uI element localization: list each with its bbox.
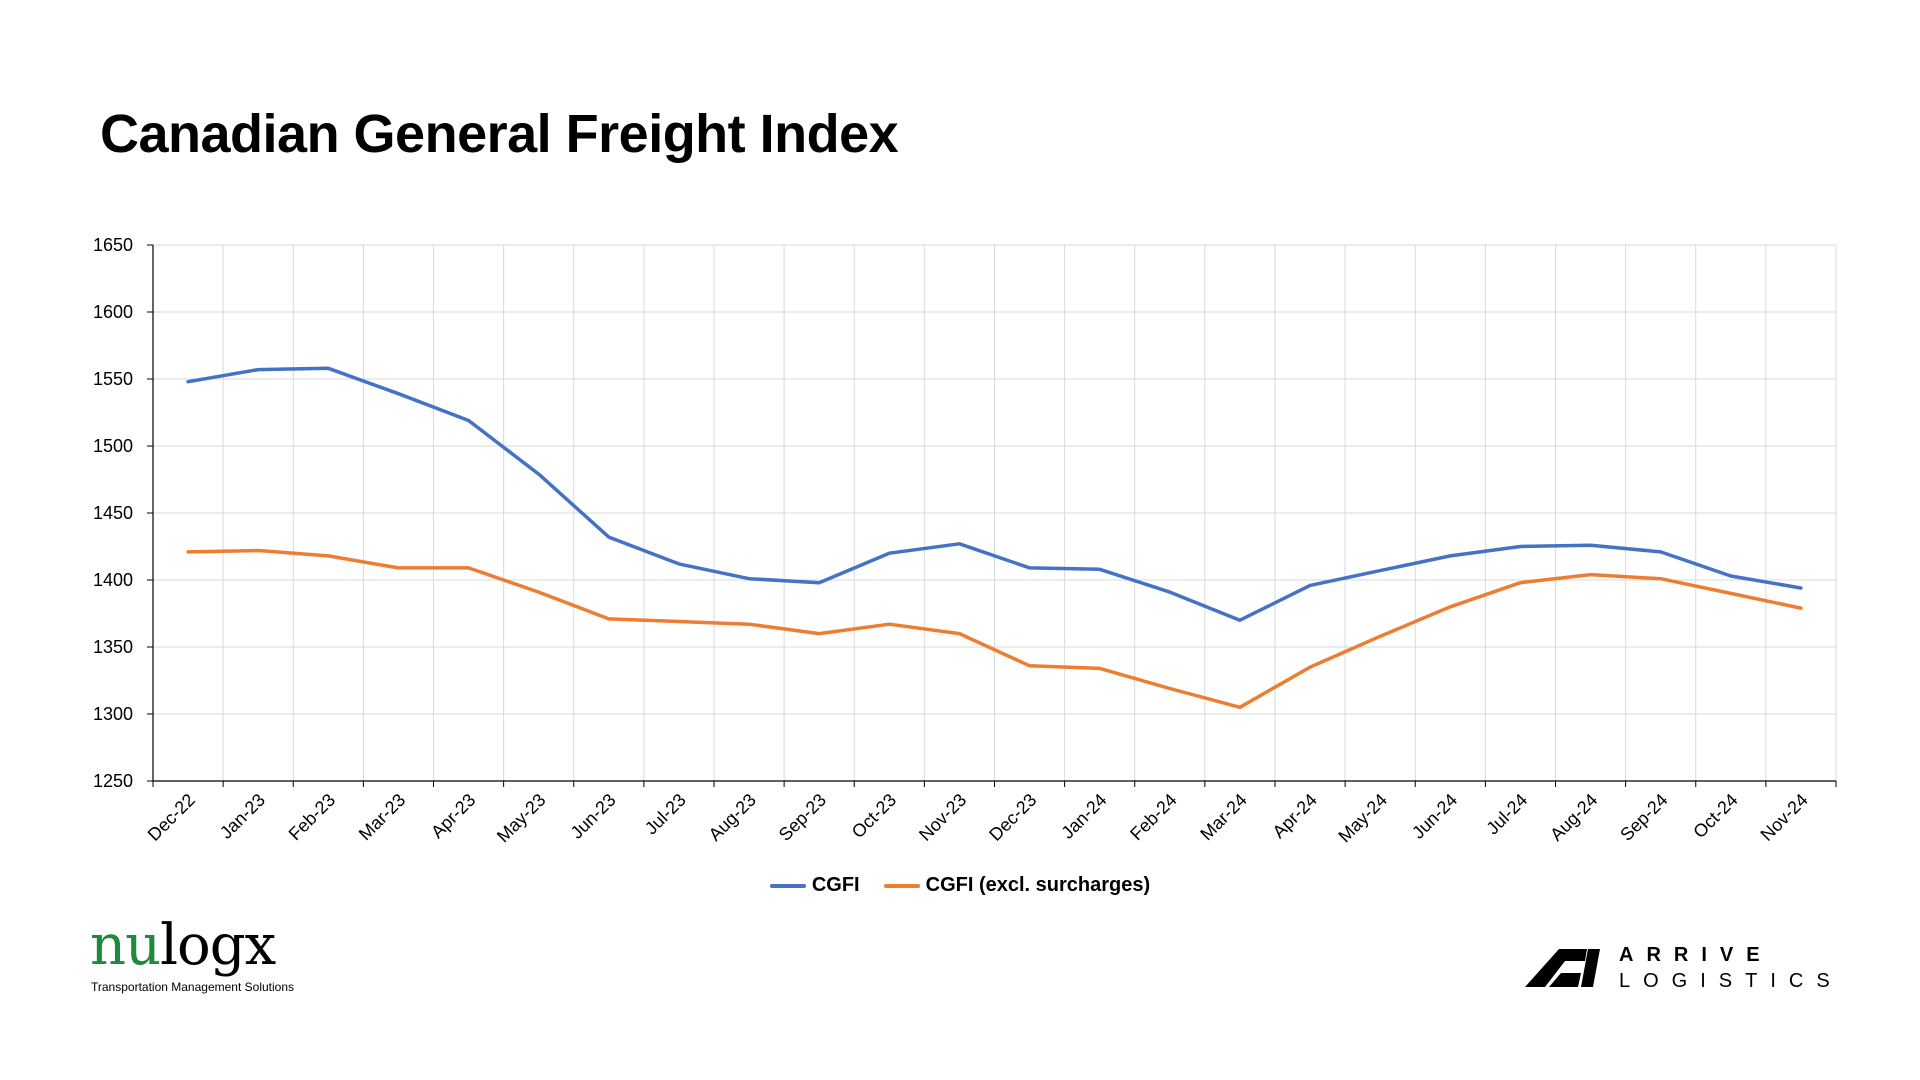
x-tick-label: Apr-23 bbox=[427, 790, 479, 842]
legend-item-cgfi-excl: CGFI (excl. surcharges) bbox=[883, 874, 1151, 897]
y-tick-label: 1650 bbox=[93, 235, 133, 255]
y-tick-label: 1250 bbox=[93, 771, 133, 791]
y-tick-label: 1600 bbox=[93, 302, 133, 322]
legend-swatch-cgfi-excl bbox=[883, 883, 920, 888]
y-tick-label: 1450 bbox=[93, 503, 133, 523]
x-tick-label: May-23 bbox=[493, 790, 550, 847]
x-tick-label: Apr-24 bbox=[1269, 790, 1321, 842]
y-tick-label: 1400 bbox=[93, 570, 133, 590]
x-tick-label: Aug-24 bbox=[1546, 790, 1601, 845]
arrive-line2: LOGISTICS bbox=[1619, 970, 1843, 992]
x-tick-label: Jun-24 bbox=[1408, 790, 1461, 843]
x-tick-label: Jun-23 bbox=[567, 790, 620, 843]
series-line-cgfi bbox=[186, 366, 1803, 622]
nulogx-logo: nulogx Transportation Management Solutio… bbox=[90, 918, 295, 995]
x-tick-label: Feb-23 bbox=[285, 790, 339, 844]
x-tick-label: Jul-24 bbox=[1482, 790, 1531, 839]
legend-item-cgfi: CGFI bbox=[769, 874, 860, 897]
x-tick-label: Feb-24 bbox=[1126, 790, 1180, 844]
x-tick-label: Sep-24 bbox=[1616, 790, 1671, 845]
x-tick-label: Oct-23 bbox=[848, 790, 900, 842]
y-tick-label: 1300 bbox=[93, 704, 133, 724]
x-tick-label: Nov-24 bbox=[1757, 790, 1812, 845]
y-tick-label: 1500 bbox=[93, 436, 133, 456]
x-tick-label: Dec-22 bbox=[144, 790, 199, 845]
legend-label-cgfi-excl: CGFI (excl. surcharges) bbox=[925, 874, 1151, 896]
nulogx-prefix: nu bbox=[90, 913, 161, 978]
x-tick-label: Mar-23 bbox=[355, 790, 409, 844]
y-tick-label: 1550 bbox=[93, 369, 133, 389]
nulogx-tagline: Transportation Management Solutions bbox=[91, 980, 295, 994]
x-tick-label: Dec-23 bbox=[985, 790, 1040, 845]
x-tick-label: Jan-23 bbox=[216, 790, 269, 843]
line-chart: 1250 1300 1350 1400 1450 1500 1550 1600 1650 Dec-… bbox=[93, 235, 1837, 847]
x-tick-label: Aug-23 bbox=[705, 790, 760, 845]
page-title: Canadian General Freight Index bbox=[100, 104, 899, 164]
series-line-cgfi-excl bbox=[186, 548, 1803, 710]
nulogx-suffix: logx bbox=[160, 913, 276, 978]
x-tick-label: Jan-24 bbox=[1057, 790, 1110, 843]
x-tick-label: Sep-23 bbox=[775, 790, 830, 845]
x-tick-label: Nov-23 bbox=[915, 790, 970, 845]
nulogx-wordmark: nulogx bbox=[90, 918, 294, 974]
legend-swatch-cgfi bbox=[769, 883, 806, 888]
chart-legend: CGFI CGFI (excl. surcharges) bbox=[0, 874, 1920, 897]
arrive-mark-icon bbox=[1525, 949, 1600, 987]
arrive-logistics-logo: ARRIVE LOGISTICS bbox=[1525, 942, 1843, 994]
y-tick-label: 1350 bbox=[93, 637, 133, 657]
x-tick-label: Mar-24 bbox=[1196, 790, 1250, 844]
legend-label-cgfi: CGFI bbox=[811, 874, 860, 896]
x-tick-label: Oct-24 bbox=[1689, 790, 1741, 842]
x-tick-label: May-24 bbox=[1334, 790, 1391, 847]
arrive-line1: ARRIVE bbox=[1619, 944, 1773, 966]
x-tick-label: Jul-23 bbox=[641, 790, 690, 839]
